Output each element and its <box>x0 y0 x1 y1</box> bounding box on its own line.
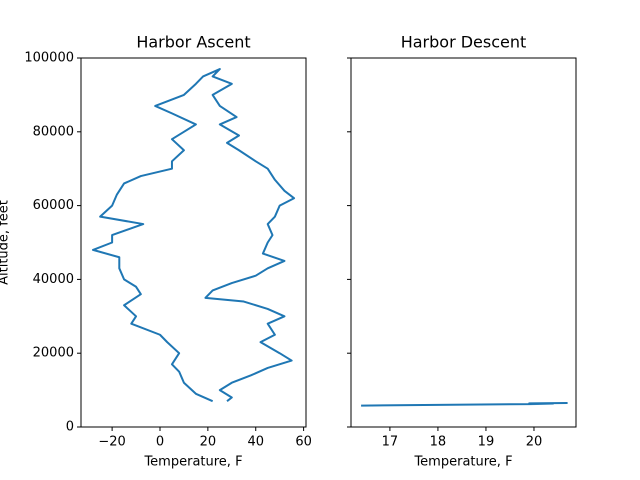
y-tick-label: 100000 <box>24 51 74 66</box>
x-tick-label: −20 <box>98 435 125 450</box>
x-axis-label: Temperature, F <box>413 455 512 470</box>
data-line <box>361 402 568 407</box>
y-axis-label: Altitude, feet <box>0 200 12 285</box>
y-tick-label: 60000 <box>33 198 74 213</box>
axes-frame <box>80 57 307 428</box>
data-line <box>91 68 296 403</box>
x-tick-label: 0 <box>156 435 164 450</box>
chart-title: Harbor Ascent <box>136 33 250 52</box>
axes-frame <box>350 57 577 428</box>
y-tick-label: 0 <box>66 420 74 435</box>
x-tick-label: 40 <box>247 435 264 450</box>
y-tick-label: 20000 <box>33 346 74 361</box>
x-tick-label: 20 <box>526 435 543 450</box>
plot-area <box>351 58 576 427</box>
x-tick-label: 18 <box>430 435 447 450</box>
y-tick-label: 40000 <box>33 272 74 287</box>
plot-area <box>81 58 306 427</box>
chart-title: Harbor Descent <box>401 33 527 52</box>
x-axis-label: Temperature, F <box>143 455 242 470</box>
x-tick-label: 17 <box>382 435 399 450</box>
x-tick-label: 19 <box>478 435 495 450</box>
x-tick-label: 20 <box>200 435 217 450</box>
y-tick-label: 80000 <box>33 124 74 139</box>
x-tick-label: 60 <box>295 435 312 450</box>
